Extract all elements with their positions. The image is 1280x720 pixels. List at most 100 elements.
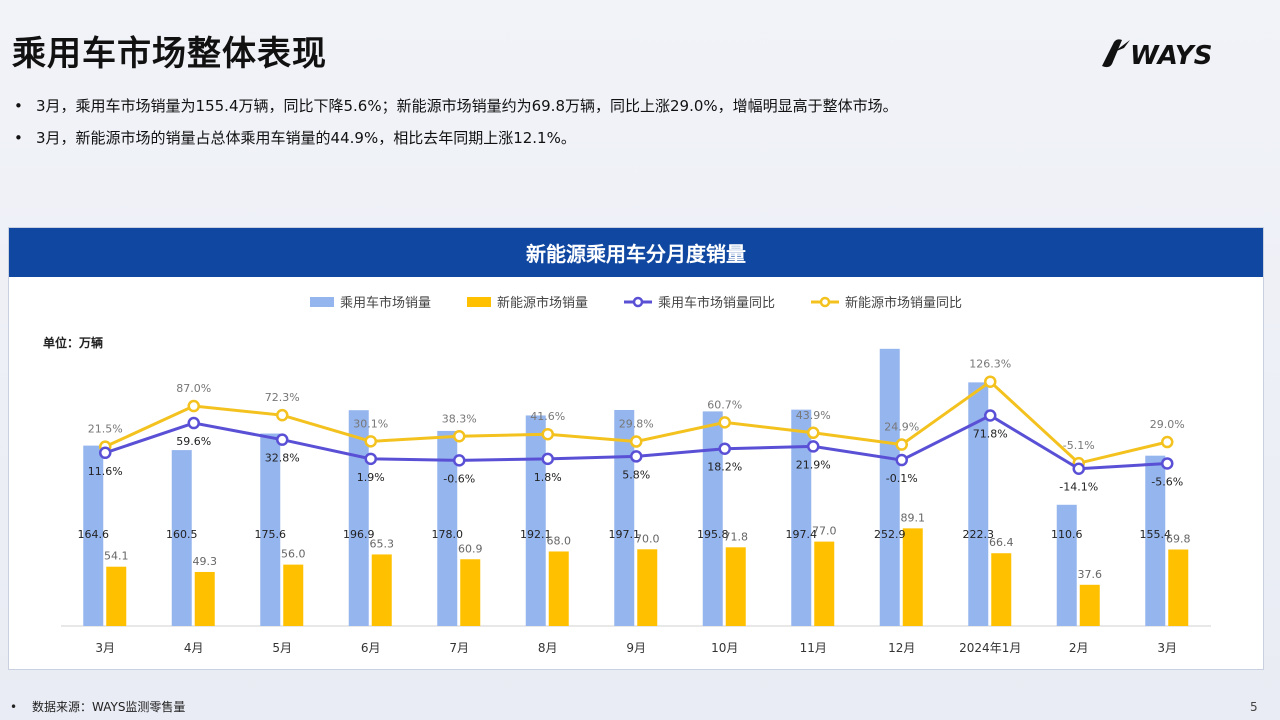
total-yoy-point — [807, 440, 820, 453]
bar-total-sales — [968, 382, 989, 626]
bar-nev-sales — [283, 564, 304, 626]
data-label-total-sales: 178.0 — [432, 528, 464, 541]
data-source-note: • 数据来源：WAYS监测零售量 — [10, 698, 185, 715]
nev-yoy-label: 60.7% — [707, 398, 742, 411]
data-label-total-sales: 155.4 — [1140, 528, 1172, 541]
chart-legend: 乘用车市场销量 新能源市场销量 乘用车市场销量同比 新能源市场销量同比 — [9, 292, 1263, 311]
total-yoy-point — [895, 453, 908, 467]
data-label-total-sales: 160.5 — [166, 528, 198, 541]
x-tick-label: 8月 — [538, 641, 558, 655]
bar-nev-sales — [1079, 584, 1100, 626]
bar-total-sales — [83, 445, 104, 626]
x-tick-label: 12月 — [888, 641, 915, 655]
legend-swatch-nev-bar — [466, 296, 491, 307]
nev-yoy-label: 30.1% — [353, 417, 388, 430]
bullet-dot: • — [10, 700, 18, 714]
legend-swatch-total-bar — [309, 296, 334, 307]
nev-yoy-label: 87.0% — [176, 382, 211, 395]
total-yoy-point — [187, 416, 200, 430]
data-label-total-sales: 197.1 — [609, 528, 641, 541]
bar-nev-sales — [460, 559, 481, 626]
bar-total-sales — [791, 409, 812, 626]
bar-nev-sales — [637, 549, 658, 626]
bar-total-sales — [260, 433, 281, 626]
nev-yoy-point — [541, 427, 554, 441]
bar-total-sales — [348, 410, 369, 626]
total-yoy-point — [984, 409, 997, 422]
data-label-nev-sales: 56.0 — [281, 548, 306, 561]
nev-yoy-point — [276, 408, 289, 422]
nev-yoy-point — [895, 438, 908, 451]
page-title: 乘用车市场整体表现 — [12, 34, 327, 74]
chart-panel: 新能源乘用车分月度销量 乘用车市场销量 新能源市场销量 乘用车市场销量同比 新能… — [8, 227, 1264, 670]
bar-nev-sales — [902, 528, 923, 626]
total-yoy-label: -0.6% — [443, 472, 475, 485]
x-tick-label: 2月 — [1069, 641, 1089, 655]
legend-label: 新能源市场销量同比 — [845, 296, 963, 311]
data-label-nev-sales: 70.0 — [635, 532, 660, 545]
x-tick-label: 6月 — [361, 641, 381, 655]
bar-total-sales — [1056, 504, 1077, 626]
nev-yoy-label: -5.1% — [1063, 439, 1095, 452]
total-yoy-point — [276, 433, 289, 446]
data-label-total-sales: 175.6 — [255, 528, 287, 541]
x-tick-label: 3月 — [1157, 641, 1177, 655]
ways-logo-mark-icon — [1102, 39, 1130, 68]
data-label-nev-sales: 49.3 — [193, 555, 218, 568]
total-yoy-label: 21.9% — [796, 458, 831, 471]
nev-yoy-point — [364, 435, 377, 448]
total-yoy-label: 1.8% — [534, 471, 562, 484]
total-yoy-point — [99, 446, 112, 460]
x-tick-label: 11月 — [800, 641, 827, 655]
total-yoy-point — [1072, 462, 1085, 475]
total-yoy-label: 1.9% — [357, 471, 385, 484]
total-yoy-point — [718, 442, 731, 455]
data-label-nev-sales: 66.4 — [989, 536, 1014, 549]
legend-label: 乘用车市场销量 — [339, 296, 431, 311]
x-tick-label: 3月 — [95, 641, 115, 655]
data-label-nev-sales: 37.6 — [1078, 568, 1103, 581]
legend-label: 新能源市场销量 — [496, 296, 588, 311]
sales-chart: 164.6 54.1 3月 160.5 49.3 4月 175.6 56.0 5月 196.965… — [61, 348, 1211, 655]
logo-text: WAYS — [1130, 41, 1212, 70]
nev-yoy-point — [984, 375, 997, 388]
total-yoy-point — [453, 454, 466, 467]
x-tick-label: 7月 — [449, 641, 469, 655]
legend-swatch-total-line — [624, 296, 652, 307]
bar-nev-sales — [548, 551, 569, 626]
nev-yoy-point — [1161, 435, 1174, 449]
summary-bullets: • 3月，乘用车市场销量为155.4万辆，同比下降5.6%；新能源市场销量约为69… — [14, 90, 1264, 154]
bar-nev-sales — [371, 554, 392, 626]
total-yoy-label: 18.2% — [707, 461, 742, 474]
legend-item-nev-yoy: 新能源市场销量同比 — [811, 292, 962, 311]
total-yoy-point — [630, 450, 643, 463]
nev-yoy-point — [630, 435, 643, 448]
nev-yoy-point — [718, 416, 731, 429]
bar-nev-sales — [194, 571, 215, 626]
nev-yoy-label: 24.9% — [884, 421, 919, 434]
bar-nev-sales — [814, 541, 835, 626]
chart-title: 新能源乘用车分月度销量 — [9, 228, 1263, 277]
data-label-total-sales: 222.3 — [963, 528, 995, 541]
bar-nev-sales — [725, 547, 746, 626]
nev-yoy-point — [453, 430, 466, 443]
nev-yoy-label: 72.3% — [265, 391, 300, 404]
summary-bullet-1: • 3月，乘用车市场销量为155.4万辆，同比下降5.6%；新能源市场销量约为69… — [14, 90, 1264, 122]
nev-yoy-label: 21.5% — [88, 423, 123, 436]
data-label-nev-sales: 71.8 — [724, 530, 749, 543]
data-label-nev-sales: 68.0 — [547, 534, 572, 547]
bar-total-sales — [702, 411, 723, 626]
data-label-total-sales: 110.6 — [1051, 528, 1083, 541]
bar-nev-sales — [106, 566, 127, 626]
total-yoy-point — [541, 452, 554, 466]
summary-bullet-2: • 3月，新能源市场的销量占总体乘用车销量的44.9%，相比去年同期上涨12.1%… — [14, 122, 1264, 154]
legend-item-total-sales: 乘用车市场销量 — [309, 292, 431, 311]
data-label-nev-sales: 89.1 — [901, 511, 926, 524]
bar-total-sales — [1145, 455, 1166, 626]
bullet-dot: • — [14, 97, 23, 115]
total-yoy-label: 32.8% — [265, 452, 300, 465]
nev-yoy-point — [187, 399, 200, 413]
total-yoy-label: 59.6% — [176, 435, 211, 448]
data-label-nev-sales: 77.0 — [812, 525, 837, 538]
data-label-nev-sales: 65.3 — [370, 537, 395, 550]
